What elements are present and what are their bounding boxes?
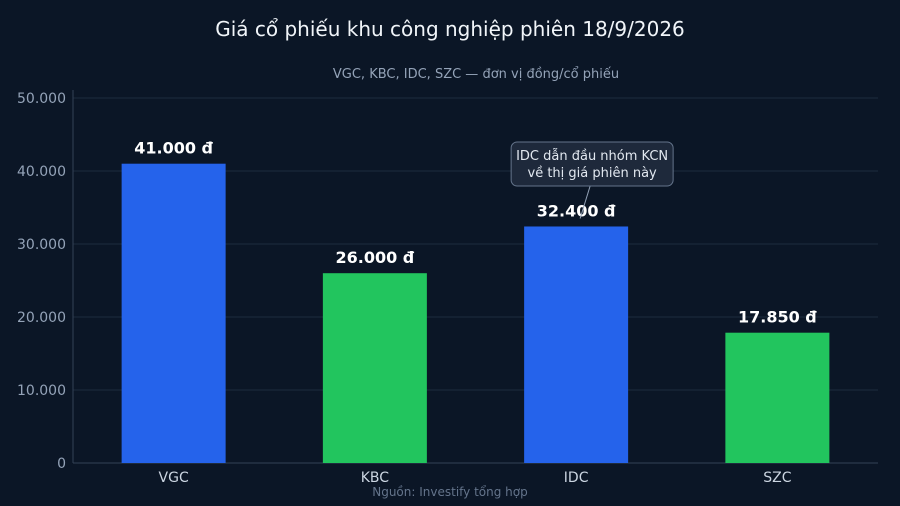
y-tick-label: 0 [57,456,66,472]
bar-kbc [322,273,427,463]
annotation-text: về thị giá phiên này [528,166,658,181]
y-tick-label: 50.000 [17,91,66,107]
data-label-idc: 32.400 đ [537,201,616,220]
chart-title: Giá cổ phiếu khu công nghiệp phiên 18/9/… [215,17,685,41]
bar-idc [524,226,629,463]
annotation: IDC dẫn đầu nhóm KCN về thị giá phiên này [510,141,674,219]
bar-vgc [121,163,226,463]
x-tick-label: VGC [159,470,189,486]
data-label-szc: 17.850 đ [738,308,817,327]
bars [121,163,830,463]
data-label-kbc: 26.000 đ [335,248,414,267]
data-labels: 41.000 đ 26.000 đ 32.400 đ 17.850 đ [134,139,817,327]
source-note: Nguồn: Investify tổng hợp [372,485,528,499]
x-tick-label: IDC [564,470,589,486]
y-tick-label: 40.000 [17,164,66,180]
x-tick-label: SZC [763,470,791,486]
annotation-pointer [579,185,591,219]
y-tick-label: 30.000 [17,237,66,253]
x-axis-ticks: VGC KBC IDC SZC [159,470,792,486]
chart-subtitle: VGC, KBC, IDC, SZC — đơn vị đồng/cổ phiế… [333,67,619,82]
data-label-vgc: 41.000 đ [134,139,213,158]
y-axis-ticks: 0 10.000 20.000 30.000 40.000 50.000 [17,91,66,472]
bar-szc [725,332,830,463]
annotation-box [510,141,674,187]
y-tick-label: 10.000 [17,383,66,399]
x-tick-label: KBC [361,470,390,486]
y-tick-label: 20.000 [17,310,66,326]
annotation-text: IDC dẫn đầu nhóm KCN [516,149,668,164]
